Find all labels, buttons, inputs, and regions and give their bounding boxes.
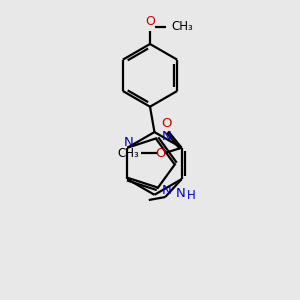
Text: N: N xyxy=(162,184,171,197)
Text: O: O xyxy=(161,117,172,130)
Text: H: H xyxy=(187,189,196,202)
Text: O: O xyxy=(145,16,155,28)
Text: O: O xyxy=(155,147,166,160)
Text: N: N xyxy=(162,130,171,143)
Text: N: N xyxy=(175,188,185,200)
Text: N: N xyxy=(124,136,134,149)
Text: CH₃: CH₃ xyxy=(118,147,139,160)
Text: CH₃: CH₃ xyxy=(172,20,193,33)
